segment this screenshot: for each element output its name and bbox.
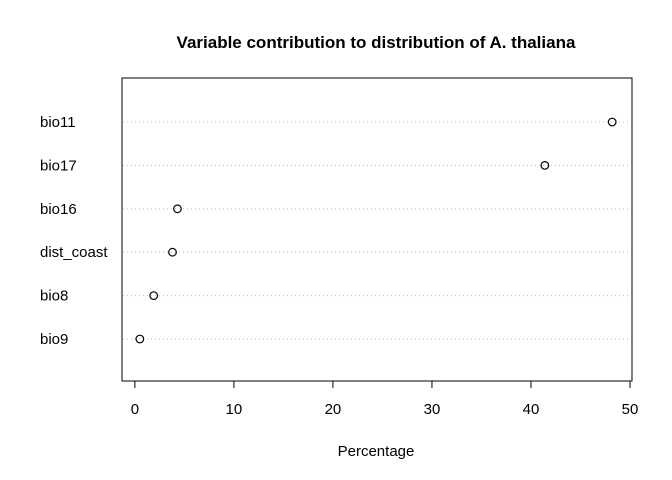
- x-tick-label-20: 20: [325, 401, 342, 418]
- plot-frame: [121, 77, 633, 382]
- data-point-bio9: [135, 334, 145, 344]
- x-tick-label-0: 0: [131, 401, 139, 418]
- category-label-bio16: bio16: [40, 201, 77, 218]
- category-label-bio8: bio8: [40, 288, 68, 305]
- data-point-dist-coast: [168, 247, 177, 257]
- chart-title: Variable contribution to distribution of…: [177, 33, 576, 52]
- x-tick-label-40: 40: [523, 401, 540, 418]
- x-tick-label-30: 30: [424, 401, 441, 418]
- guide-lines: [123, 121, 631, 340]
- category-label-dist-coast: dist_coast: [40, 244, 108, 261]
- category-label-bio9: bio9: [40, 331, 68, 348]
- data-point-bio11: [607, 117, 617, 127]
- data-points: [135, 117, 617, 344]
- data-point-bio17: [540, 160, 550, 170]
- x-tick-label-10: 10: [226, 401, 243, 418]
- x-tick-label-50: 50: [622, 401, 639, 418]
- x-axis: 0 10 20 30 40 50: [131, 380, 639, 418]
- category-label-bio17: bio17: [40, 157, 77, 174]
- data-point-bio8: [149, 291, 159, 301]
- data-point-bio16: [173, 204, 182, 214]
- category-labels: bio11 bio17 bio16 dist_coast bio8 bio9: [40, 114, 108, 348]
- x-axis-label: Percentage: [338, 443, 415, 460]
- category-label-bio11: bio11: [40, 114, 76, 131]
